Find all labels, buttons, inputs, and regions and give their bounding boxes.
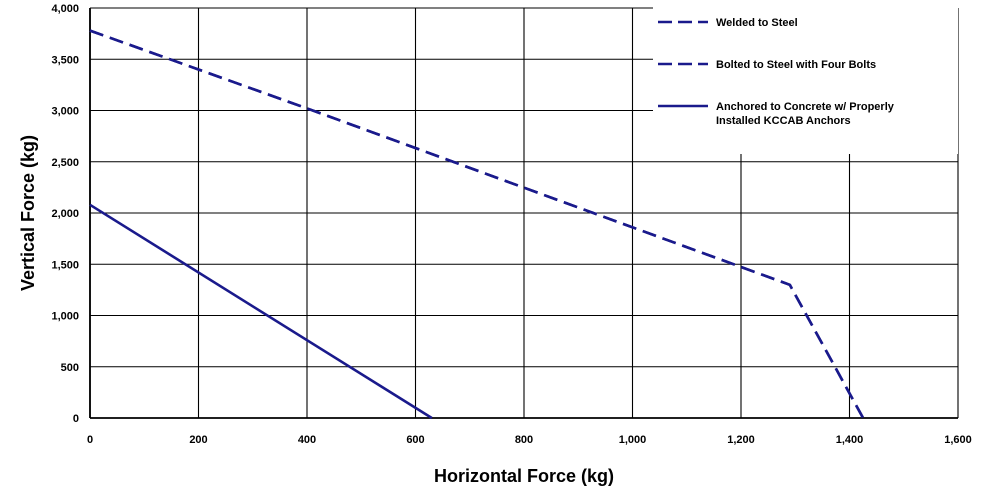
- x-tick-label: 1,400: [836, 434, 864, 446]
- legend-box: [653, 4, 958, 154]
- x-tick-label: 600: [406, 434, 424, 446]
- x-axis-ticks: 0 200 400 600 800 1,000 1,200 1,400 1,600: [87, 434, 972, 446]
- x-tick-label: 1,200: [727, 434, 755, 446]
- y-tick-label: 3,500: [51, 54, 79, 66]
- series-line-2: [89, 29, 865, 419]
- legend-label: Bolted to Steel with Four Bolts: [716, 59, 876, 71]
- y-tick-label: 0: [73, 413, 79, 425]
- y-tick-label: 2,500: [51, 157, 79, 169]
- y-tick-label: 4,000: [51, 3, 79, 15]
- legend-label: Anchored to Concrete w/ Properly Installe…: [716, 101, 895, 127]
- x-tick-label: 0: [87, 434, 93, 446]
- series-line-3: [89, 203, 433, 420]
- y-tick-label: 3,000: [51, 106, 79, 118]
- series-lines: [89, 29, 865, 420]
- legend: Welded to Steel Bolted to Steel with Four…: [653, 4, 958, 154]
- y-tick-label: 2,000: [51, 208, 79, 220]
- x-tick-label: 1,600: [944, 434, 972, 446]
- x-tick-label: 800: [515, 434, 533, 446]
- x-tick-label: 1,000: [619, 434, 647, 446]
- x-tick-label: 400: [298, 434, 316, 446]
- legend-label: Welded to Steel: [716, 17, 798, 29]
- y-tick-label: 1,000: [51, 311, 79, 323]
- y-axis-label: Vertical Force (kg): [18, 135, 38, 291]
- y-tick-label: 500: [61, 362, 79, 374]
- y-tick-label: 1,500: [51, 259, 79, 271]
- x-axis-label: Horizontal Force (kg): [434, 466, 614, 486]
- y-axis-ticks: 0 500 1,000 1,500 2,000 2,500 3,000 3,500 4,000: [51, 3, 79, 425]
- x-tick-label: 200: [189, 434, 207, 446]
